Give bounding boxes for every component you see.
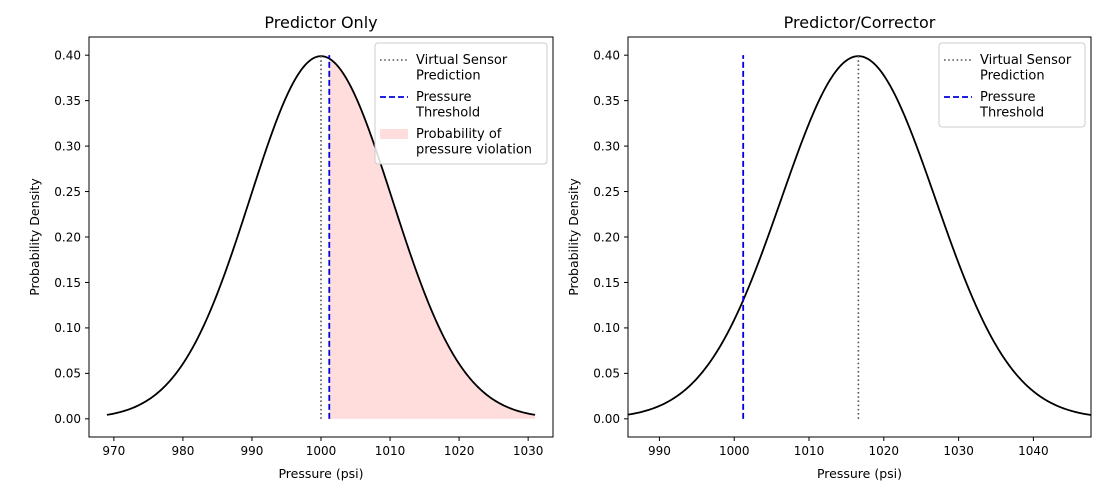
y-axis-label: Probability Density — [27, 178, 42, 296]
legend-entry: Virtual Sensor Prediction — [380, 53, 508, 84]
x-tick-label: 1040 — [1018, 444, 1049, 458]
legend-label: Pressure Threshold — [415, 90, 480, 121]
legend-entry: Probability of pressure violation — [380, 127, 532, 158]
y-tick-label: 0.25 — [54, 185, 81, 199]
y-tick-label: 0.30 — [593, 139, 620, 153]
y-tick-label: 0.05 — [54, 367, 81, 381]
legend-label: Pressure Threshold — [979, 90, 1044, 121]
chart-title: Predictor/Corrector — [784, 13, 936, 32]
x-axis: 990 1000 1010 1020 1030 1040 — [648, 437, 1049, 458]
legend-label-line: Prediction — [980, 69, 1045, 84]
x-tick-label: 1010 — [375, 444, 406, 458]
x-tick-label: 1030 — [513, 444, 544, 458]
y-axis: 0.00 0.05 0.10 0.15 0.20 0.25 0.30 0.35 0.40 — [54, 48, 89, 426]
legend-label-line: pressure violation — [416, 143, 532, 158]
legend: Virtual Sensor Prediction Pressure Threshol… — [374, 42, 548, 165]
legend-entry: Pressure Threshold — [380, 90, 480, 121]
x-tick-label: 990 — [648, 444, 671, 458]
violation-fill-area — [329, 58, 536, 419]
y-tick-label: 0.35 — [593, 94, 620, 108]
y-tick-label: 0.00 — [54, 412, 81, 426]
legend-label-line: Prediction — [416, 69, 481, 84]
y-tick-label: 0.20 — [54, 230, 81, 244]
legend-label-line: Threshold — [979, 106, 1044, 121]
y-axis-label: Probability Density — [566, 178, 581, 296]
x-tick-label: 1030 — [943, 444, 974, 458]
legend-label-line: Pressure — [980, 90, 1036, 105]
x-tick-label: 980 — [171, 444, 194, 458]
y-tick-label: 0.30 — [54, 139, 81, 153]
x-tick-label: 970 — [102, 444, 125, 458]
legend-label: Virtual Sensor Prediction — [416, 53, 508, 84]
legend-label-line: Virtual Sensor — [980, 53, 1072, 68]
chart-2: 990 1000 1010 1020 1030 10400.000.050.100.150… — [566, 13, 1092, 481]
y-tick-label: 0.15 — [54, 276, 81, 290]
y-tick-label: 0.15 — [593, 276, 620, 290]
y-tick-label: 0.35 — [54, 94, 81, 108]
x-tick-label: 1000 — [306, 444, 337, 458]
density-curve — [628, 55, 1091, 416]
legend: Virtual Sensor Prediction Pressure Threshol… — [938, 42, 1086, 128]
legend-label-line: Probability of — [416, 127, 502, 142]
x-axis-label: Pressure (psi) — [817, 466, 902, 481]
y-tick-label: 0.10 — [54, 321, 81, 335]
x-tick-label: 1020 — [444, 444, 475, 458]
legend-entry: Pressure Threshold — [944, 90, 1044, 121]
x-axis: 970 980 990 1000 1010 1020 1030 — [102, 437, 543, 458]
x-tick-label: 1020 — [869, 444, 900, 458]
legend-box — [938, 42, 1086, 128]
y-tick-label: 0.10 — [593, 321, 620, 335]
y-tick-label: 0.40 — [593, 48, 620, 62]
y-tick-label: 0.05 — [593, 367, 620, 381]
y-tick-label: 0.40 — [54, 48, 81, 62]
legend-entry: Virtual Sensor Prediction — [944, 53, 1072, 84]
legend-label: Virtual Sensor Prediction — [980, 53, 1072, 84]
legend-label-line: Pressure — [416, 90, 472, 105]
legend-label-line: Virtual Sensor — [416, 53, 508, 68]
y-tick-label: 0.25 — [593, 185, 620, 199]
legend-box — [374, 42, 548, 165]
x-axis-label: Pressure (psi) — [278, 466, 363, 481]
x-tick-label: 1010 — [794, 444, 825, 458]
plot-area — [106, 55, 536, 419]
legend-patch — [380, 129, 408, 139]
y-axis: 0.00 0.05 0.10 0.15 0.20 0.25 0.30 0.35 0.40 — [593, 48, 628, 426]
y-tick-label: 0.00 — [593, 412, 620, 426]
y-tick-label: 0.20 — [593, 230, 620, 244]
chart-1: 970 980 990 1000 1010 1020 1030 0.00 0.05 0.10 0.1… — [27, 13, 554, 481]
legend-label-line: Threshold — [415, 106, 480, 121]
plot-area — [628, 55, 1091, 419]
x-tick-label: 1000 — [719, 444, 750, 458]
legend-label: Probability of pressure violation — [416, 127, 532, 158]
x-tick-label: 990 — [240, 444, 263, 458]
chart-title: Predictor Only — [264, 13, 377, 32]
